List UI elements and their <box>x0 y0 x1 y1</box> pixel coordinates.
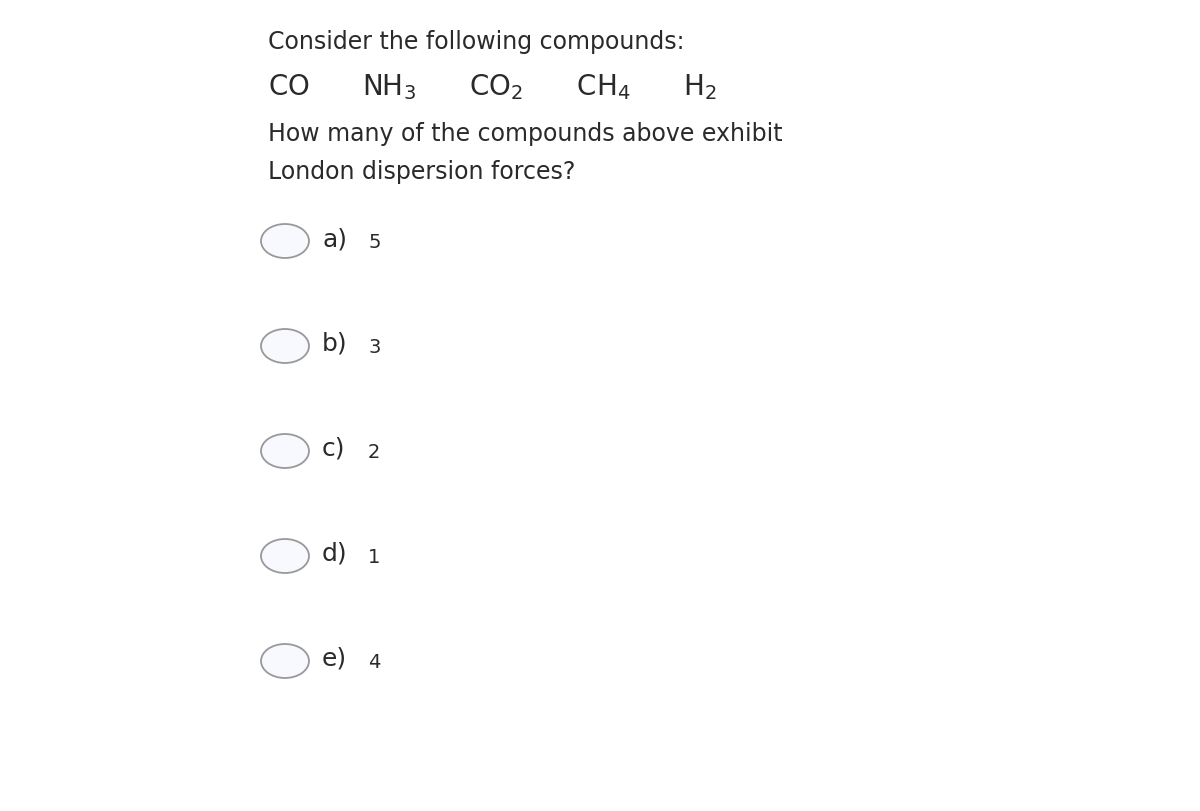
Text: e): e) <box>322 646 347 670</box>
Ellipse shape <box>262 225 310 259</box>
Text: 2: 2 <box>368 443 380 461</box>
Text: CO      NH$_3$      CO$_2$      CH$_4$      H$_2$: CO NH$_3$ CO$_2$ CH$_4$ H$_2$ <box>268 72 716 101</box>
Ellipse shape <box>262 539 310 573</box>
Text: Consider the following compounds:: Consider the following compounds: <box>268 30 684 54</box>
Ellipse shape <box>262 644 310 678</box>
Text: d): d) <box>322 541 348 565</box>
Text: London dispersion forces?: London dispersion forces? <box>268 160 575 184</box>
Text: 5: 5 <box>368 233 380 251</box>
Text: 3: 3 <box>368 337 380 357</box>
Ellipse shape <box>262 435 310 469</box>
Text: a): a) <box>322 227 347 251</box>
Text: 4: 4 <box>368 652 380 672</box>
Text: b): b) <box>322 332 348 355</box>
Text: c): c) <box>322 436 346 461</box>
Text: 1: 1 <box>368 547 380 566</box>
Text: How many of the compounds above exhibit: How many of the compounds above exhibit <box>268 122 782 146</box>
Ellipse shape <box>262 329 310 363</box>
